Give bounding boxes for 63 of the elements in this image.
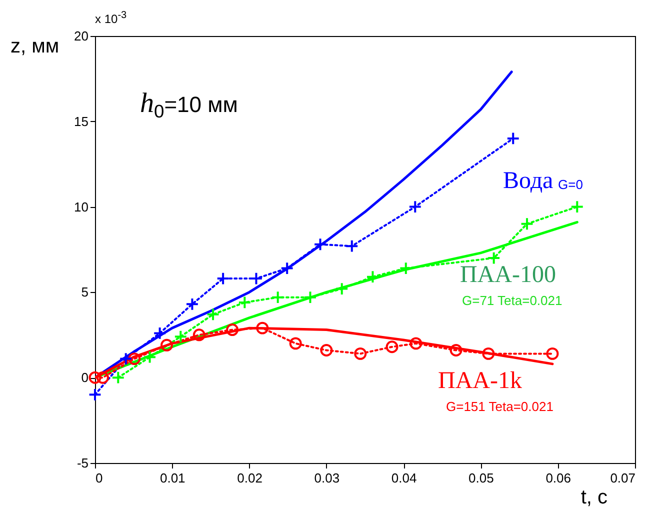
y-axis-title: z, мм bbox=[10, 36, 60, 58]
y-tick-label: -5 bbox=[76, 456, 88, 470]
annotation: G=71 Teta=0.021 bbox=[462, 293, 562, 308]
series-label: ПАА-1k bbox=[438, 368, 522, 395]
point bbox=[160, 338, 173, 352]
annotation: G=0 bbox=[558, 177, 583, 192]
point bbox=[88, 371, 102, 384]
point bbox=[216, 272, 230, 286]
point bbox=[410, 337, 422, 350]
point bbox=[256, 322, 269, 334]
series-label: ПАА-100 bbox=[460, 262, 556, 289]
point bbox=[399, 262, 413, 275]
point bbox=[289, 337, 302, 350]
point bbox=[280, 262, 294, 275]
point bbox=[408, 200, 422, 214]
point bbox=[314, 238, 327, 252]
point bbox=[482, 347, 495, 360]
point bbox=[128, 352, 141, 366]
x-tick-label: 0.07 bbox=[610, 470, 636, 486]
x-tick-label: 0 bbox=[96, 470, 103, 486]
point bbox=[206, 308, 220, 322]
x-tick-label: 0.05 bbox=[468, 470, 494, 486]
point bbox=[366, 270, 380, 284]
text: Вода bbox=[503, 168, 554, 195]
point bbox=[174, 330, 188, 344]
point bbox=[226, 324, 239, 336]
point bbox=[335, 282, 349, 296]
point bbox=[192, 328, 206, 342]
point bbox=[487, 251, 501, 265]
point bbox=[450, 344, 462, 357]
point bbox=[271, 290, 285, 304]
point bbox=[345, 239, 359, 253]
x-tick-label: 0.06 bbox=[546, 470, 572, 486]
point bbox=[143, 350, 156, 364]
text: x 10$^{-3}$ bbox=[95, 10, 127, 26]
x-tick-label: 0.04 bbox=[391, 470, 417, 486]
y-tick-label: 10 bbox=[74, 199, 88, 214]
x-axis-title: t, с bbox=[580, 486, 608, 508]
x-tick-label: 0.03 bbox=[314, 470, 340, 486]
point bbox=[238, 296, 252, 310]
x-tick-label: 0.01 bbox=[160, 470, 186, 486]
point bbox=[520, 217, 534, 231]
point bbox=[119, 352, 133, 366]
y-tick-label: 20 bbox=[74, 28, 88, 44]
point bbox=[570, 200, 584, 214]
annotation: h$_{0}$=10 мм bbox=[140, 88, 238, 122]
point bbox=[186, 297, 199, 311]
point bbox=[546, 347, 559, 360]
point bbox=[320, 344, 333, 357]
point bbox=[153, 326, 166, 340]
annotation: G=151 Teta=0.021 bbox=[446, 399, 554, 414]
point bbox=[88, 388, 102, 402]
point bbox=[506, 132, 520, 146]
point bbox=[250, 272, 263, 286]
point bbox=[386, 340, 398, 354]
y-tick-label: 15 bbox=[74, 114, 88, 129]
y-tick-label: 5 bbox=[81, 284, 88, 300]
point bbox=[354, 347, 367, 360]
y-tick-label: 0 bbox=[81, 370, 88, 386]
x-tick-label: 0.02 bbox=[237, 470, 262, 486]
point bbox=[96, 371, 109, 384]
point bbox=[111, 370, 125, 384]
point bbox=[304, 290, 317, 304]
